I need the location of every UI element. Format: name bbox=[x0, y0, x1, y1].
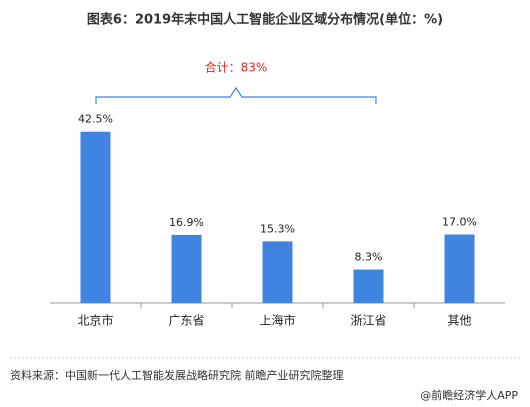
bar bbox=[353, 269, 384, 303]
value-label: 8.3% bbox=[355, 251, 383, 264]
x-tick-label: 浙江省 bbox=[350, 314, 386, 328]
value-label: 15.3% bbox=[260, 222, 295, 235]
x-tick-label: 北京市 bbox=[77, 313, 113, 328]
value-label: 17.0% bbox=[442, 215, 477, 228]
bar bbox=[80, 131, 111, 303]
x-tick-label: 广东省 bbox=[168, 314, 204, 328]
bracket bbox=[95, 86, 377, 104]
bar bbox=[171, 234, 202, 303]
value-label: 42.5% bbox=[78, 113, 113, 126]
x-tick-label: 上海市 bbox=[259, 313, 295, 328]
x-tick-label: 其他 bbox=[447, 314, 471, 328]
bar bbox=[262, 241, 293, 303]
bar bbox=[444, 234, 475, 303]
chart-title: 图表6：2019年末中国人工智能企业区域分布情况(单位：%) bbox=[87, 12, 443, 28]
annotation: 合计：83% bbox=[205, 60, 268, 75]
credit: @前瞻经济学人APP bbox=[420, 388, 518, 402]
value-label: 16.9% bbox=[169, 216, 204, 229]
source: 资料来源：中国新一代人工智能发展战略研究院 前瞻产业研究院整理 bbox=[10, 368, 344, 382]
